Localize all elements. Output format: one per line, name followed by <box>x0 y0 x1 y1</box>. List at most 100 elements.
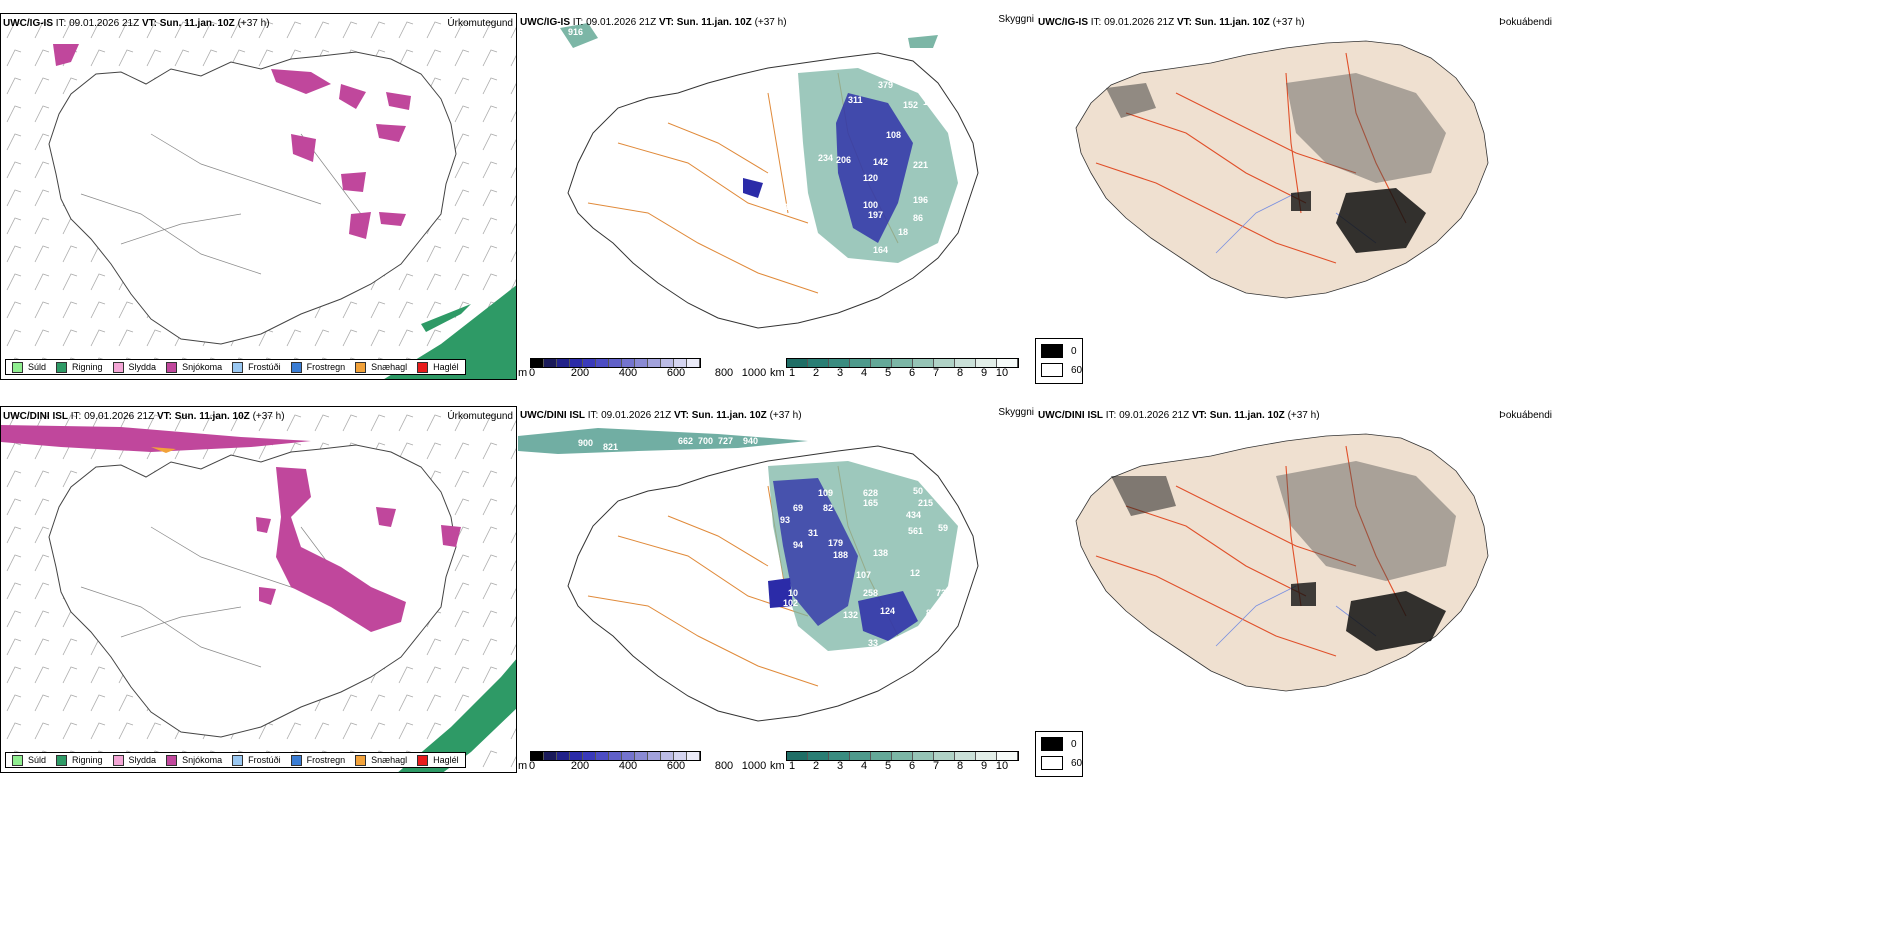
low-visibility-area <box>518 428 808 454</box>
fog-map-canvas <box>1075 40 1489 299</box>
visibility-value-label: 188 <box>833 550 848 560</box>
fog-map-canvas <box>1075 433 1489 692</box>
panel-title: UWC/IG-IS IT: 09.01.2026 21Z VT: Sun. 11… <box>1038 17 1305 28</box>
fog-zone <box>1111 476 1176 516</box>
height-tick: 400 <box>618 760 638 772</box>
low-visibility-area <box>908 35 938 48</box>
visibility-value-label: 221 <box>913 160 928 170</box>
visibility-value-label: 152 <box>903 100 918 110</box>
visibility-value-label: 124 <box>880 606 895 616</box>
visibility-value-label: 112 <box>780 202 795 212</box>
visibility-value-label: 102 <box>783 598 798 608</box>
visibility-value-label: 434 <box>906 510 921 520</box>
fog-zone <box>1291 191 1311 211</box>
visibility-value-label: 366 <box>893 75 908 85</box>
visibility-value-label: 12 <box>910 568 920 578</box>
visibility-value-label: 215 <box>918 498 933 508</box>
visibility-value-label: 196 <box>913 195 928 205</box>
visibility-tick: 8 <box>956 367 964 379</box>
visibility-value-label: 109 <box>818 488 833 498</box>
height-tick: 800 <box>714 367 734 379</box>
visibility-map-canvas: 916 311 379 366 152 142 108 234 206 142 120 221 112 1… <box>560 23 979 329</box>
visibility-value-label: 142 <box>923 97 938 107</box>
visibility-tick: 6 <box>908 367 916 379</box>
fog-legend: 0 60 <box>1035 338 1083 384</box>
low-visibility-area <box>836 93 913 243</box>
panel-title: UWC/IG-IS IT: 09.01.2026 21Z VT: Sun. 11… <box>3 18 270 29</box>
height-unit: m <box>518 760 528 772</box>
low-visibility-area <box>858 591 918 641</box>
iceland-outline <box>48 444 457 738</box>
visibility-tick: 7 <box>932 367 940 379</box>
visibility-value-label: 179 <box>828 538 843 548</box>
fog-legend-label: 60 <box>1071 364 1083 376</box>
fog-zone <box>1346 591 1446 651</box>
visibility-tick: 6 <box>908 760 916 772</box>
visibility-tick: 3 <box>836 367 844 379</box>
legend-item: Slydda <box>112 361 156 373</box>
visibility-value-label: 311 <box>848 95 863 105</box>
fog-legend-label: 0 <box>1071 345 1077 357</box>
visibility-value-label: 33 <box>868 638 878 648</box>
legend-item: Haglél <box>417 361 459 373</box>
visibility-value-label: 940 <box>743 436 758 446</box>
visibility-value-label: 234 <box>818 153 833 163</box>
rain-area <box>398 659 516 772</box>
visibility-value-label: 197 <box>868 210 883 220</box>
rain-area <box>421 304 471 332</box>
visibility-tick: 1 <box>788 367 796 379</box>
visibility-value-label: 628 <box>863 488 878 498</box>
snow-area <box>271 69 331 94</box>
visibility-value-label: 821 <box>603 442 618 452</box>
height-colorbar-cells <box>530 751 701 761</box>
visibility-tick: 5 <box>884 760 892 772</box>
snow-area <box>291 134 316 162</box>
snow-area <box>376 124 406 142</box>
visibility-value-label: 900 <box>578 438 593 448</box>
visibility-value-label: 108 <box>886 130 901 140</box>
visibility-tick: 10 <box>995 367 1009 379</box>
precip-type-map-dini: UWC/DINI ISL IT: 09.01.2026 21Z VT: Sun.… <box>0 406 517 773</box>
precip-map-canvas <box>1 407 516 772</box>
visibility-tick: 9 <box>980 367 988 379</box>
legend-item: Frostúði <box>232 361 281 373</box>
visibility-tick: 9 <box>980 760 988 772</box>
fog-indicator-map-igis: UWC/IG-IS IT: 09.01.2026 21Z VT: Sun. 11… <box>1036 13 1556 333</box>
panel-title: UWC/IG-IS IT: 09.01.2026 21Z VT: Sun. 11… <box>520 17 787 28</box>
legend-item: Súld <box>12 361 46 373</box>
fog-zone <box>1106 83 1156 118</box>
snow-area <box>53 44 79 66</box>
visibility-value-label: 82 <box>823 503 833 513</box>
legend-item: Snæhagl <box>355 361 407 373</box>
precip-type-map-igis: UWC/IG-IS IT: 09.01.2026 21Z VT: Sun. 11… <box>0 13 517 380</box>
visibility-map-igis: UWC/IG-IS IT: 09.01.2026 21Z VT: Sun. 11… <box>518 13 1036 380</box>
visibility-value-label: 379 <box>878 80 893 90</box>
visibility-value-label: 165 <box>863 498 878 508</box>
visibility-tick: 1 <box>788 760 796 772</box>
legend-item: Snæhagl <box>355 754 407 766</box>
visibility-unit: km <box>770 367 785 379</box>
sleet-band <box>151 447 176 453</box>
snow-area <box>259 587 276 605</box>
panel-title: UWC/DINI ISL IT: 09.01.2026 21Z VT: Sun.… <box>1038 410 1320 421</box>
height-tick: 0 <box>528 367 536 379</box>
visibility-colorbar: km 1 2 3 4 5 6 7 8 9 10 <box>770 751 1019 773</box>
snow-area <box>256 517 271 533</box>
fog-legend: 0 60 <box>1035 731 1083 777</box>
legend-item: Súld <box>12 754 46 766</box>
height-tick: 0 <box>528 760 536 772</box>
visibility-value-label: 73 <box>936 588 946 598</box>
height-tick: 200 <box>570 760 590 772</box>
legend-item: Slydda <box>112 754 156 766</box>
visibility-value-label: 69 <box>793 503 803 513</box>
snow-area <box>349 212 371 239</box>
height-colorbar-cells <box>530 358 701 368</box>
height-colorbar: m 0 200 400 600 800 1000 <box>518 358 768 380</box>
visibility-value-label: 10 <box>788 588 798 598</box>
visibility-value-label: 86 <box>913 213 923 223</box>
visibility-value-label: 138 <box>873 548 888 558</box>
visibility-colorbar-cells <box>786 358 1019 368</box>
snow-area <box>339 84 366 109</box>
snow-area <box>376 507 396 527</box>
snow-area <box>379 212 406 226</box>
